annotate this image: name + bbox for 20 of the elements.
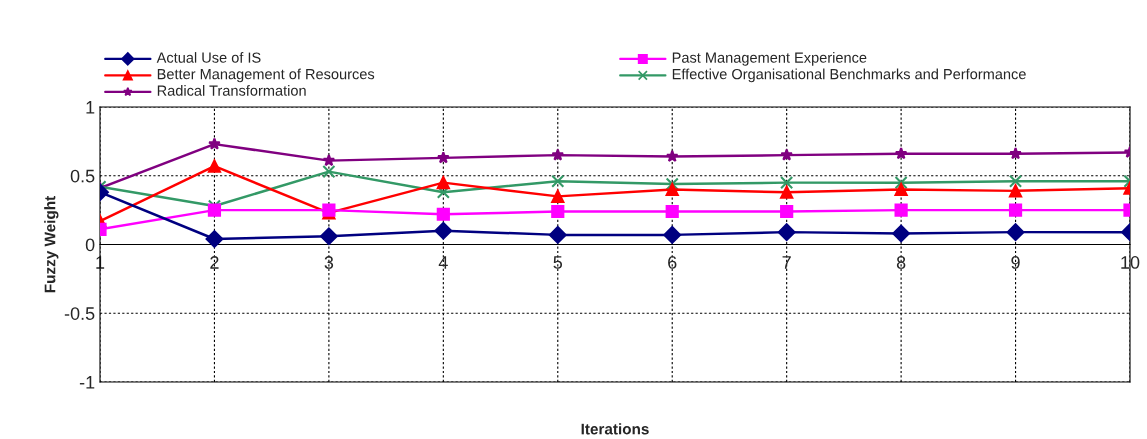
legend-label: Past Management Experience (672, 52, 867, 66)
x-tick-label: 7 (782, 256, 791, 269)
x-tick-label: 9 (1011, 256, 1020, 269)
y-tick-label: -0.5 (64, 307, 95, 320)
y-axis-title: Fuzzy Weight (44, 196, 59, 293)
x-tick-label: 4 (438, 256, 448, 269)
legend-label: Better Management of Resources (157, 68, 375, 83)
y-tick-label: 0 (85, 238, 95, 252)
y-tick-label: -1 (79, 376, 95, 389)
x-axis-title: Iterations (581, 423, 649, 435)
y-tick-label: 0.5 (70, 169, 95, 183)
y-tick-label: 1 (86, 101, 95, 114)
x-tick-label: 8 (896, 256, 906, 269)
x-tick-label: 3 (324, 256, 334, 269)
x-tick-label: 6 (668, 256, 677, 269)
legend-label: Actual Use of IS (156, 52, 261, 63)
x-tick-label: 5 (553, 256, 563, 269)
x-tick-label: 2 (210, 256, 219, 269)
legend-label: Radical Transformation (157, 85, 306, 96)
legend-label: Effective Organisational Benchmarks and Performance (672, 68, 1026, 83)
